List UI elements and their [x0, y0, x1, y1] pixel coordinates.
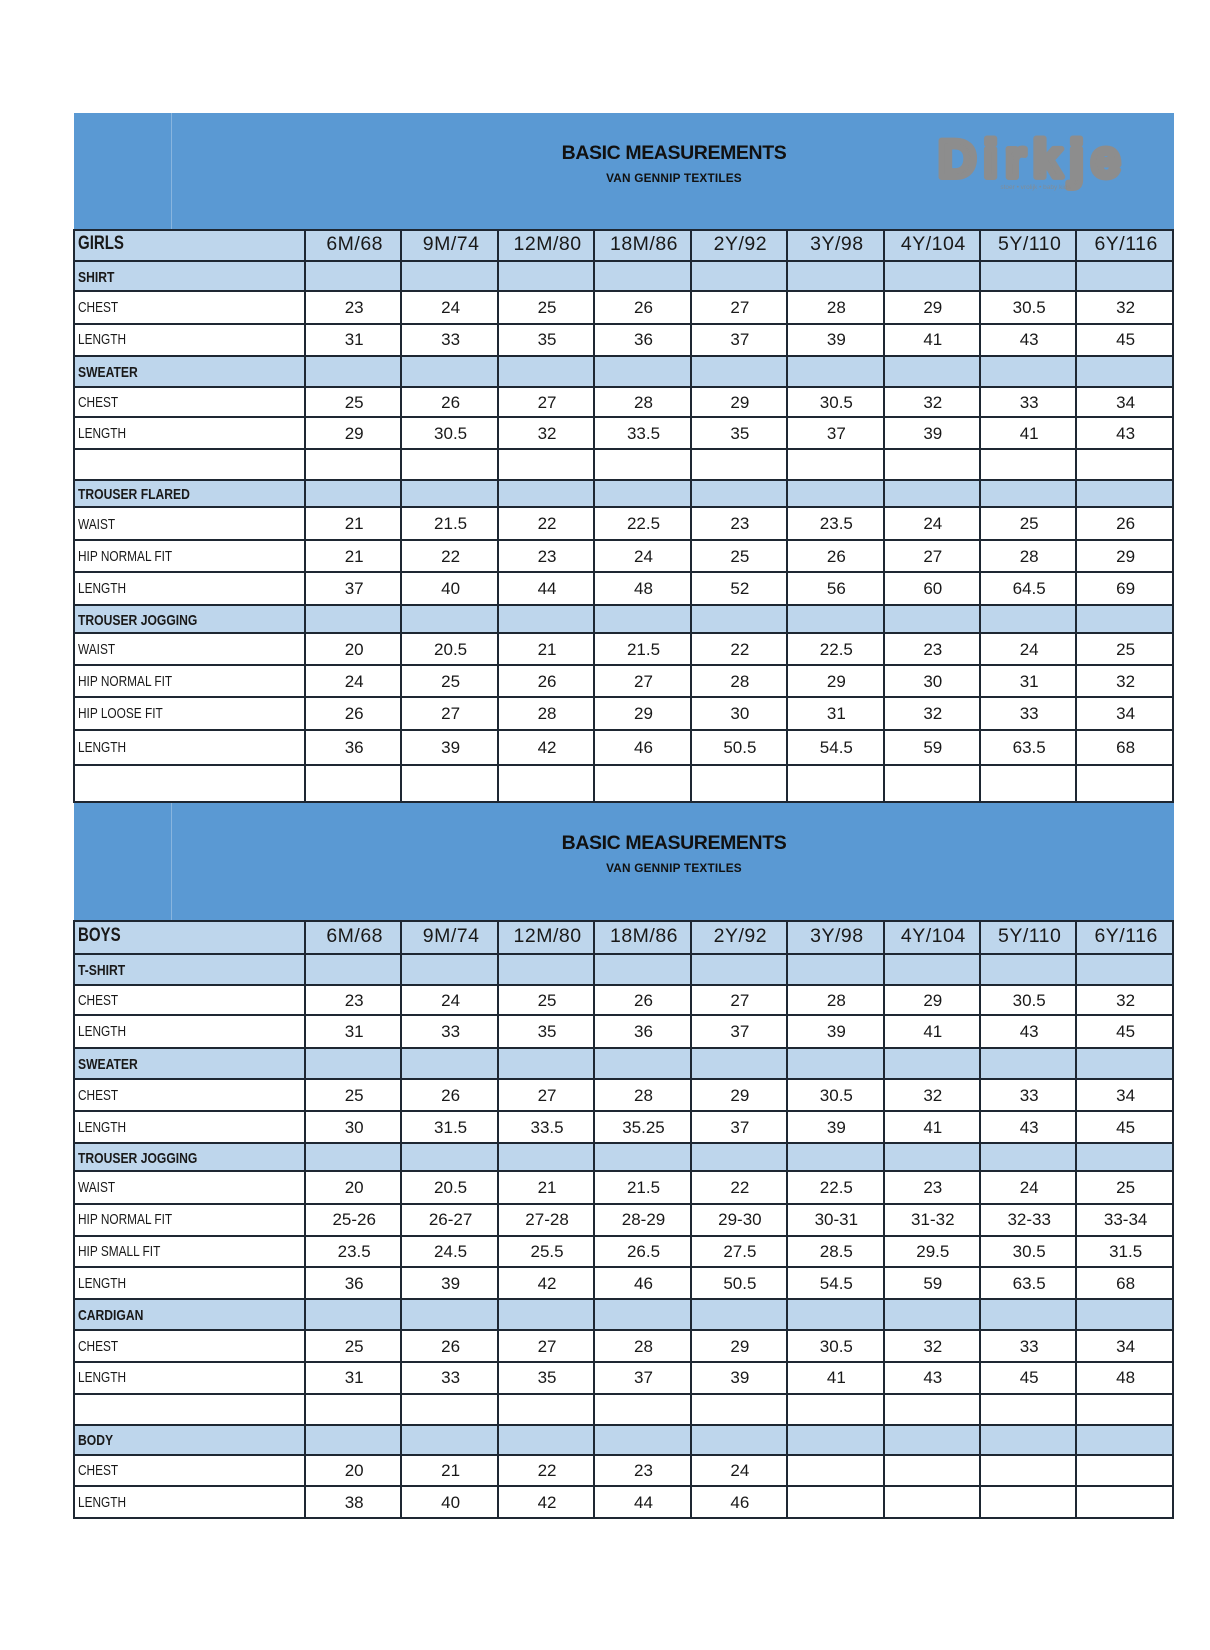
svg-text:Dirkje: Dirkje — [938, 130, 1127, 189]
svg-text:stοer • vrοlijk • baby kids: stοer • vrοlijk • baby kids — [1000, 184, 1071, 191]
